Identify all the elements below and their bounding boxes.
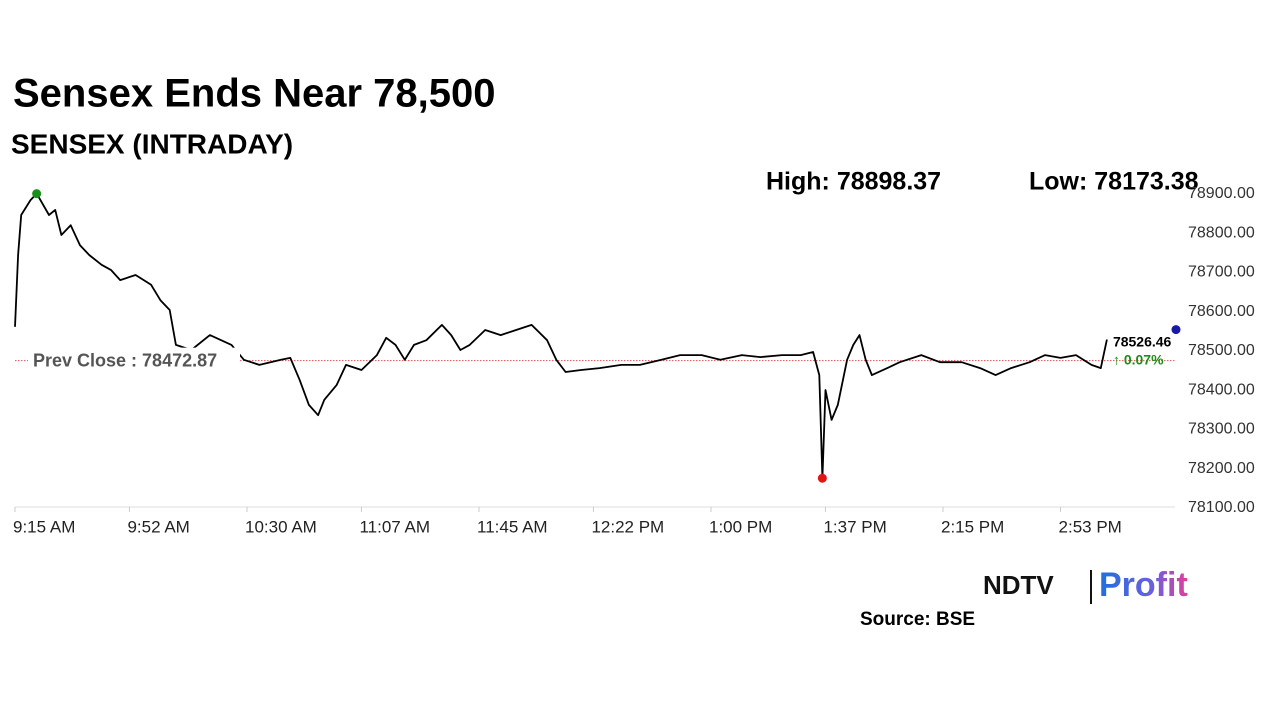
y-tick-label: 78600.00: [1188, 303, 1255, 320]
last-marker: [1171, 325, 1181, 335]
y-tick-label: 78700.00: [1188, 264, 1255, 281]
plot-area: 9:15 AM 9:52 AM 10:30 AM 11:07 AM 11:45 AM 12…: [13, 185, 1255, 536]
x-tick-label: 9:15 AM: [13, 517, 75, 536]
x-tick-label: 2:15 PM: [941, 517, 1004, 536]
chart-subtitle: SENSEX (INTRADAY): [11, 128, 293, 159]
y-tick-label: 78100.00: [1188, 499, 1255, 516]
high-dot: [32, 189, 42, 199]
x-tick-label: 2:53 PM: [1059, 517, 1122, 536]
x-tick-label: 12:22 PM: [591, 517, 664, 536]
y-tick-label: 78500.00: [1188, 342, 1255, 359]
y-tick-label: 78900.00: [1188, 185, 1255, 202]
logo-brand: NDTV: [983, 570, 1054, 600]
high-label: High: 78898.37: [766, 168, 941, 196]
source: Source: BSE: [860, 609, 975, 630]
x-tick-label: 10:30 AM: [245, 517, 317, 536]
x-tick-label: 1:00 PM: [709, 517, 772, 536]
change-label: ↑ 0.07%: [1113, 351, 1164, 367]
y-tick-label: 78300.00: [1188, 421, 1255, 438]
low-dot: [817, 473, 827, 483]
logo-product: Profit: [1099, 566, 1188, 604]
x-tick-label: 9:52 AM: [127, 517, 189, 536]
last-value-label: 78526.46: [1113, 333, 1172, 349]
chart-title: Sensex Ends Near 78,500: [13, 72, 496, 116]
prev-close-label-bg: [28, 347, 240, 374]
y-tick-label: 78800.00: [1188, 224, 1255, 241]
y-tick-label: 78200.00: [1188, 460, 1255, 477]
x-tick-label: 1:37 PM: [823, 517, 886, 536]
low-label: Low: 78173.38: [1029, 168, 1199, 196]
x-tick-label: 11:07 AM: [359, 517, 430, 536]
x-tick-label: 11:45 AM: [477, 517, 548, 536]
price-line: [14, 192, 1108, 480]
y-tick-label: 78400.00: [1188, 381, 1255, 398]
prev-close-label: Prev Close : 78472.87: [33, 350, 217, 370]
